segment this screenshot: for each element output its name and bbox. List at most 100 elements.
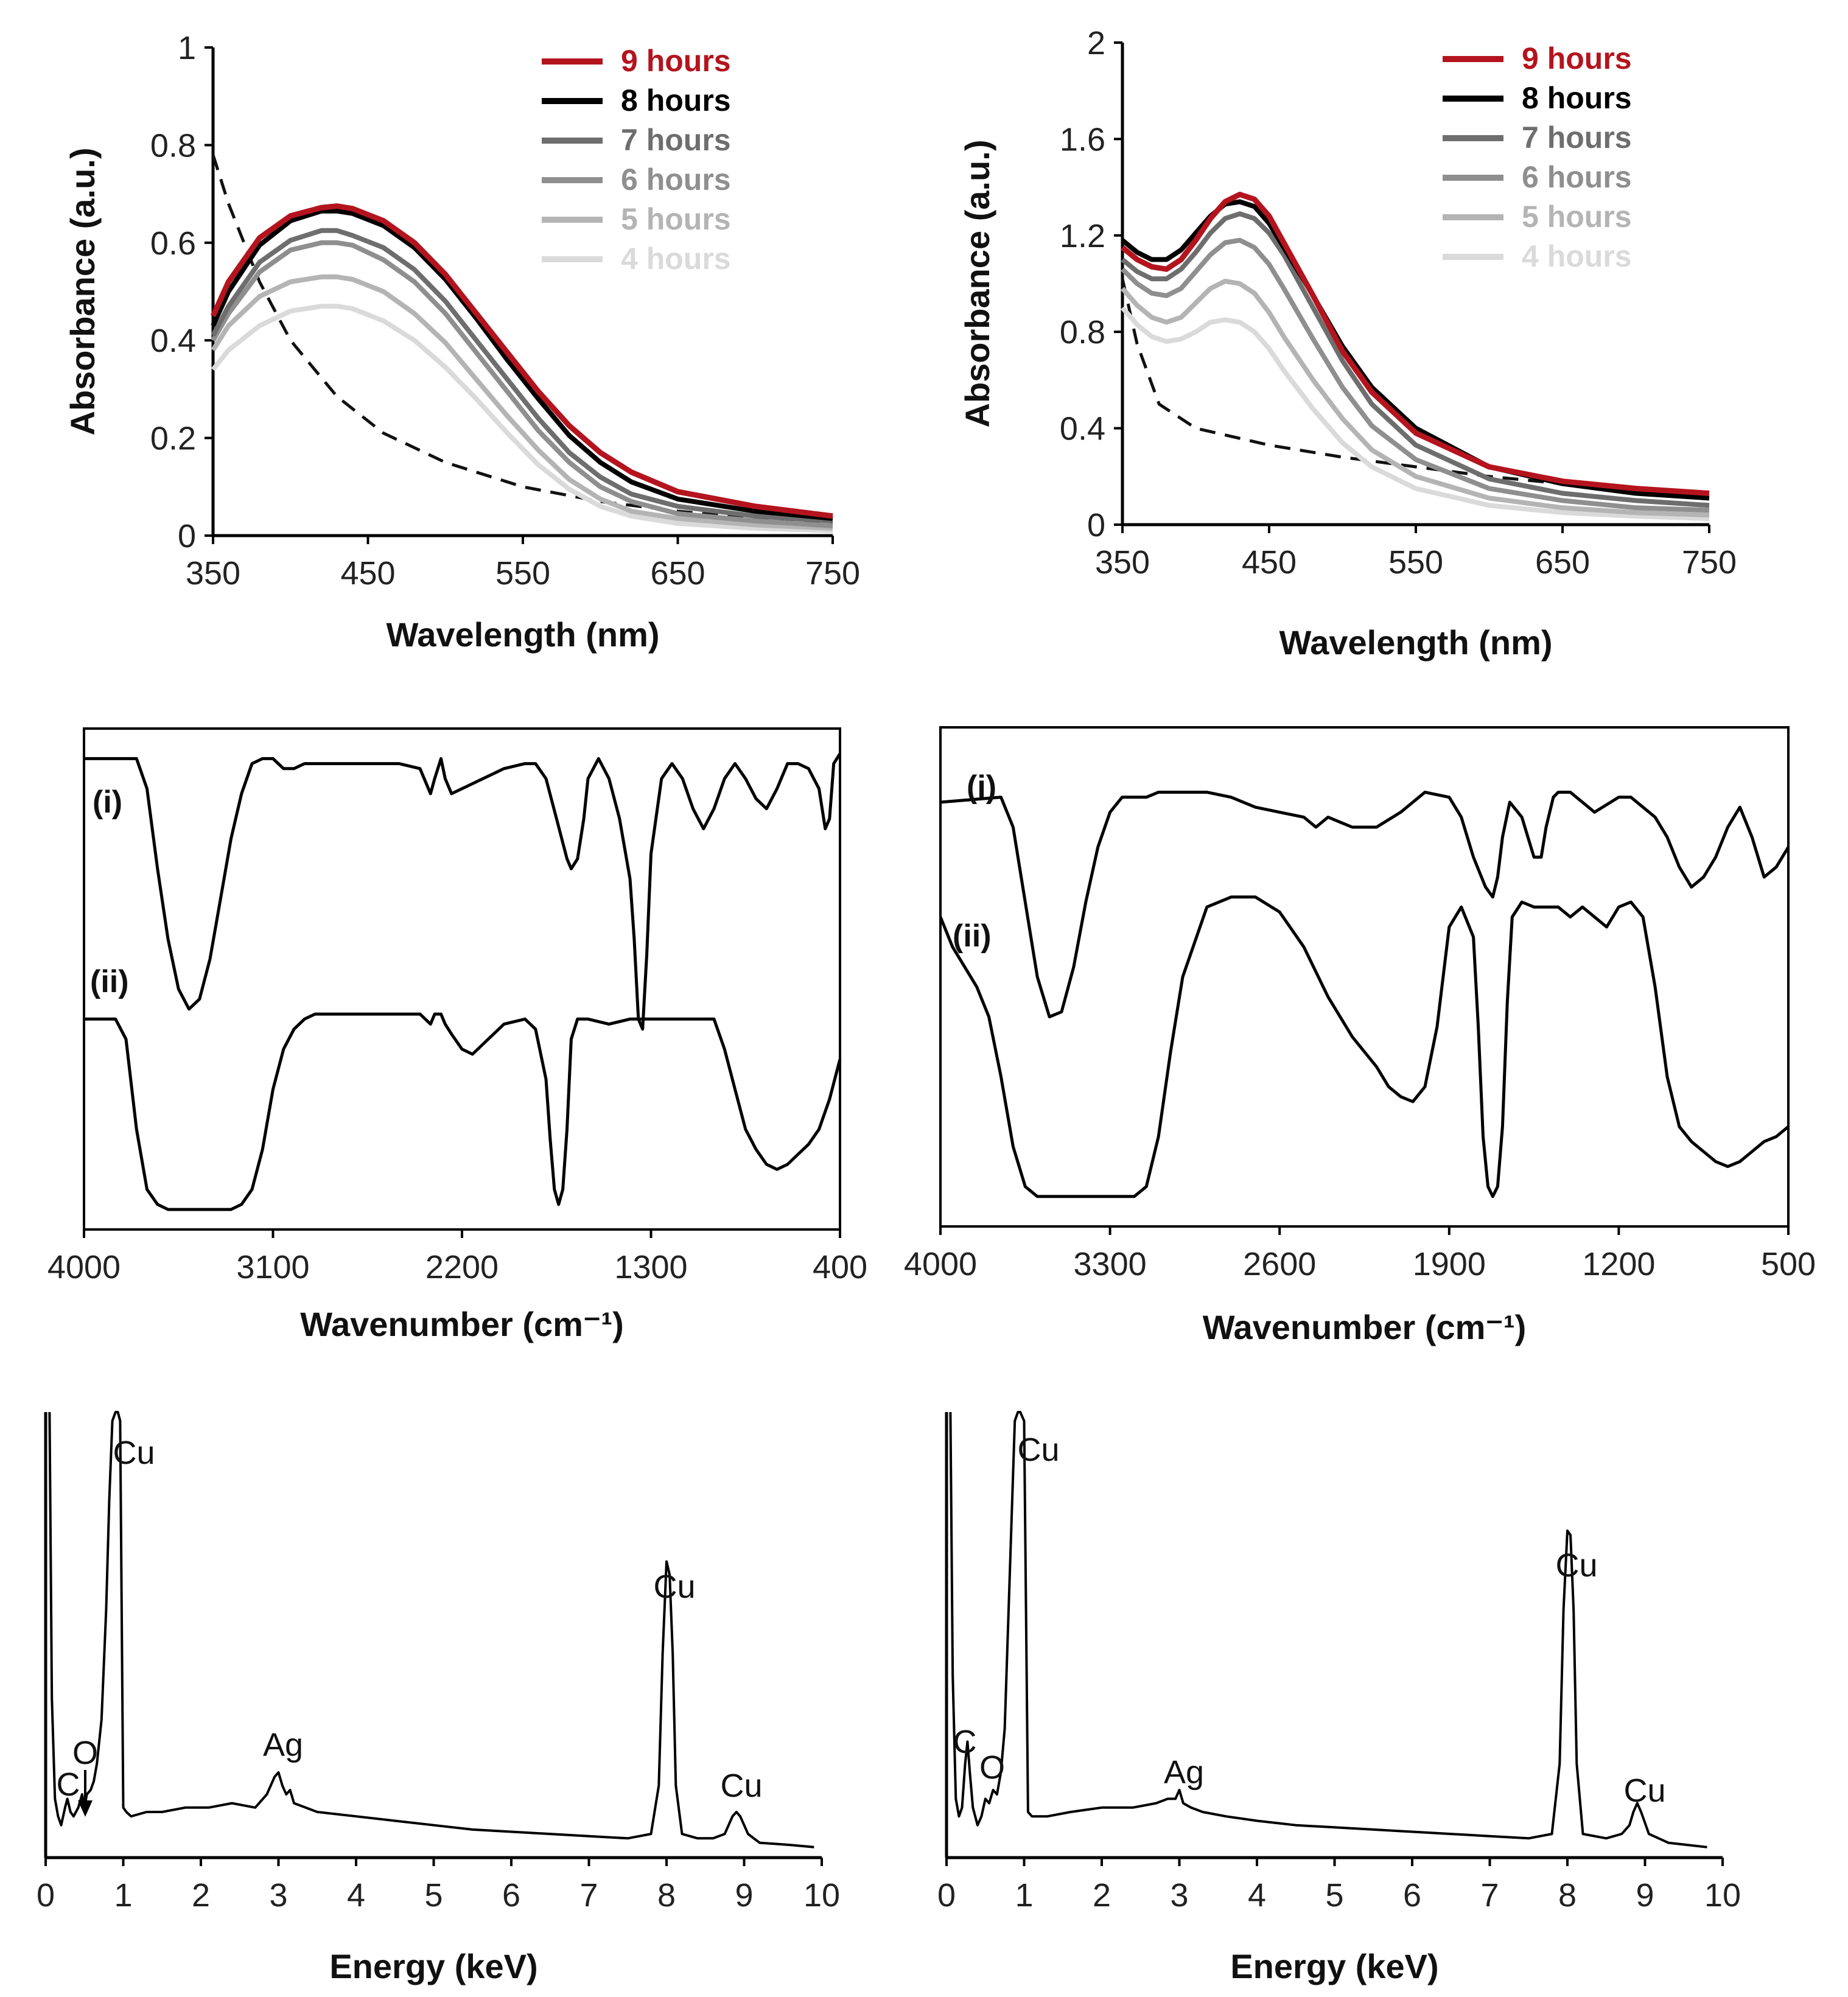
panel-a: 350 450 550 650 750 Wavelength (nm) 0 0.2 0.4 0.6… xyxy=(63,30,860,654)
x-tick-label: 650 xyxy=(650,555,705,592)
x-tick-label: 3 xyxy=(269,1877,287,1914)
series-line-4-hours xyxy=(211,304,833,533)
x-tick-label: 450 xyxy=(340,555,395,592)
x-tick-label: 2 xyxy=(1093,1877,1111,1914)
x-tick-label: 5 xyxy=(424,1877,443,1914)
panel-e: 0 1 2 3 4 5 6 7 8 9 10 Energy (keV) CO Cu Ag Cu Cu xyxy=(37,1411,840,1985)
x-tick-label: 4 xyxy=(1248,1877,1266,1914)
plot-frame xyxy=(939,726,1790,1228)
x-tick-label: 1300 xyxy=(614,1249,687,1285)
legend-label: 4 hours xyxy=(1522,239,1632,273)
legend-label: 9 hours xyxy=(621,44,731,78)
y-axis-title: Absorbance (a.u.) xyxy=(958,140,996,428)
x-tick-label: 4000 xyxy=(904,1246,977,1282)
x-tick-label: 9 xyxy=(1636,1877,1654,1914)
ir-spectrum-i xyxy=(84,752,842,1031)
series-line-9-hours xyxy=(1121,192,1710,496)
x-tick-label: 6 xyxy=(1403,1877,1421,1914)
x-tick-label: 450 xyxy=(1242,544,1297,581)
y-tick-label: 1.6 xyxy=(1060,121,1105,158)
x-tick-label: 2200 xyxy=(425,1249,499,1285)
legend-label: 4 hours xyxy=(621,242,731,276)
peak-annotation-ag: Ag xyxy=(263,1727,303,1763)
x-axis-title: Wavelength (nm) xyxy=(386,615,659,654)
peak-annotation-cu: Cu xyxy=(1017,1432,1059,1468)
legend-label: 8 hours xyxy=(1522,81,1632,115)
series-line-7-hours xyxy=(1121,211,1710,508)
legend-label: 8 hours xyxy=(621,83,731,117)
legend-label: 6 hours xyxy=(621,163,731,197)
series-line-6-hours xyxy=(211,240,833,528)
series-line-5-hours xyxy=(211,274,833,531)
peak-annotation-c: C xyxy=(953,1724,977,1760)
x-tick-label: 4 xyxy=(347,1877,365,1914)
peak-annotation-cu: Cu xyxy=(1623,1772,1665,1809)
legend-label: 5 hours xyxy=(621,202,731,236)
series-line-8-hours xyxy=(211,208,833,521)
peak-annotation-o: O xyxy=(979,1749,1005,1786)
x-tick-label: 550 xyxy=(1388,544,1443,581)
eds-spectrum xyxy=(48,1411,814,1848)
x-axis-title: Wavenumber (cm⁻¹) xyxy=(300,1305,624,1343)
y-tick-label: 0.2 xyxy=(150,421,196,457)
panel-b: 350 450 550 650 750 Wavelength (nm) 0 0.4 0.8 1.2… xyxy=(958,25,1737,662)
o-arrow-head xyxy=(78,1800,93,1817)
x-tick-label: 7 xyxy=(1480,1877,1499,1914)
y-tick-label: 0.8 xyxy=(1060,314,1105,351)
series-line-9-hours xyxy=(210,203,833,519)
panel-c: 4000 3100 2200 1300 400 Wavenumber (cm⁻¹) (i) (… xyxy=(47,727,867,1343)
x-tick-label: 8 xyxy=(657,1877,676,1914)
x-tick-label: 750 xyxy=(1682,544,1737,581)
peak-annotation-cu: Cu xyxy=(1555,1547,1597,1584)
peak-annotation-c: C xyxy=(57,1766,80,1803)
x-tick-label: 9 xyxy=(735,1877,753,1914)
x-tick-label: 8 xyxy=(1558,1877,1577,1914)
x-tick-label: 550 xyxy=(495,555,550,592)
y-tick-label: 0.6 xyxy=(150,225,196,262)
x-tick-label: 4000 xyxy=(47,1249,121,1285)
x-tick-label: 3 xyxy=(1170,1877,1188,1914)
panel-f: 0 1 2 3 4 5 6 7 8 9 10 Energy (keV) CO Cu Ag Cu Cu xyxy=(937,1411,1741,1985)
x-tick-label: 2 xyxy=(192,1877,210,1914)
y-tick-label: 2 xyxy=(1087,25,1105,61)
x-tick-label: 10 xyxy=(1704,1877,1741,1914)
legend-label: 7 hours xyxy=(1522,121,1632,155)
y-tick-label: 0 xyxy=(1087,507,1105,544)
x-tick-label: 500 xyxy=(1761,1246,1816,1282)
y-tick-label: 0.8 xyxy=(150,127,196,164)
x-tick-label: 5 xyxy=(1325,1877,1343,1914)
eds-spectrum xyxy=(949,1411,1707,1848)
peak-annotation-cu: Cu xyxy=(653,1569,695,1605)
x-tick-label: 6 xyxy=(502,1877,520,1914)
x-tick-label: 1 xyxy=(114,1877,132,1914)
peak-annotation-cu: Cu xyxy=(113,1435,155,1471)
series-label-i: (i) xyxy=(967,769,996,805)
x-tick-label: 400 xyxy=(813,1249,867,1285)
x-tick-label: 7 xyxy=(579,1877,598,1914)
x-tick-label: 0 xyxy=(937,1877,956,1914)
x-tick-label: 1 xyxy=(1015,1877,1033,1914)
x-tick-label: 3300 xyxy=(1074,1246,1147,1282)
ir-spectrum-i xyxy=(940,791,1790,1019)
y-tick-label: 0.4 xyxy=(1060,411,1105,447)
x-tick-label: 350 xyxy=(186,555,240,592)
x-axis-title: Energy (keV) xyxy=(329,1947,537,1985)
x-tick-label: 1200 xyxy=(1582,1246,1655,1282)
x-axis-title: Wavenumber (cm⁻¹) xyxy=(1203,1308,1527,1346)
ir-spectrum-ii xyxy=(84,1012,842,1211)
legend-label: 6 hours xyxy=(1522,160,1632,194)
legend-label: 7 hours xyxy=(621,123,731,157)
x-tick-label: 0 xyxy=(37,1877,55,1914)
y-tick-label: 1 xyxy=(178,30,196,66)
panel-d: 4000 3300 2600 1900 1200 500 Wavenumber (cm⁻¹)… xyxy=(904,726,1816,1346)
y-tick-label: 1.2 xyxy=(1060,218,1105,254)
x-tick-label: 350 xyxy=(1095,544,1150,581)
y-tick-label: 0 xyxy=(178,518,196,554)
x-tick-label: 1900 xyxy=(1413,1246,1486,1282)
y-axis-title: Absorbance (a.u.) xyxy=(63,148,102,436)
legend-label: 9 hours xyxy=(1522,41,1632,75)
x-tick-label: 650 xyxy=(1535,544,1590,581)
x-axis-title: Energy (keV) xyxy=(1230,1947,1438,1985)
series-label-ii: (ii) xyxy=(953,918,992,954)
